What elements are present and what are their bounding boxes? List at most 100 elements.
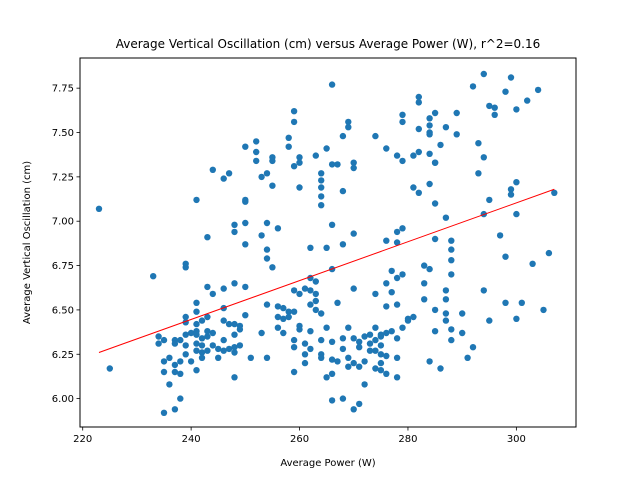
data-point xyxy=(258,173,265,181)
data-point xyxy=(393,239,401,246)
data-point xyxy=(372,324,379,331)
data-point xyxy=(345,363,352,370)
data-point xyxy=(253,157,260,165)
data-point xyxy=(448,271,455,278)
data-point xyxy=(426,265,433,273)
data-point xyxy=(171,406,179,413)
data-point xyxy=(442,287,450,294)
data-point xyxy=(193,340,200,347)
data-point xyxy=(225,170,233,177)
data-point xyxy=(334,358,341,365)
data-point xyxy=(328,370,336,377)
data-point xyxy=(150,273,157,280)
data-point xyxy=(155,340,162,347)
data-point xyxy=(388,289,395,296)
data-point xyxy=(410,152,417,159)
data-point xyxy=(231,280,238,287)
data-point xyxy=(236,326,244,333)
data-point xyxy=(496,232,504,239)
data-point xyxy=(513,106,520,113)
data-point xyxy=(318,354,325,361)
data-point xyxy=(480,154,487,161)
data-point xyxy=(437,365,444,372)
data-point xyxy=(356,338,363,345)
data-point xyxy=(198,342,206,349)
data-point xyxy=(372,347,379,354)
data-point xyxy=(318,336,325,344)
data-point xyxy=(350,406,357,413)
y-axis-label: Average Vertical Oscillation (cm) xyxy=(22,161,33,324)
data-point xyxy=(350,230,357,237)
data-point xyxy=(182,313,189,321)
data-point xyxy=(318,193,325,200)
data-point xyxy=(383,352,390,360)
data-point xyxy=(486,102,493,110)
data-point xyxy=(193,320,200,328)
y-tick-label: 6.00 xyxy=(52,394,74,405)
data-point xyxy=(204,328,211,335)
data-point xyxy=(269,182,276,189)
data-point xyxy=(280,329,287,337)
data-point xyxy=(301,340,309,347)
data-point xyxy=(350,335,357,342)
data-point xyxy=(198,349,206,356)
data-point xyxy=(236,342,244,349)
data-point xyxy=(475,170,482,177)
x-tick-label: 220 xyxy=(73,434,92,445)
data-point xyxy=(350,159,357,166)
data-point xyxy=(160,336,168,344)
data-point xyxy=(242,143,249,150)
data-point xyxy=(182,264,189,271)
x-tick-label: 260 xyxy=(290,434,309,445)
data-point xyxy=(296,290,303,298)
data-point xyxy=(177,336,184,344)
data-point xyxy=(383,145,390,152)
data-point xyxy=(323,374,330,381)
data-point xyxy=(269,264,276,271)
y-tick-label: 7.75 xyxy=(52,84,74,95)
data-point xyxy=(318,184,325,191)
data-point xyxy=(274,303,282,310)
data-point xyxy=(215,345,222,353)
data-point xyxy=(198,317,206,324)
data-point xyxy=(285,143,292,150)
data-point xyxy=(323,244,330,251)
data-point xyxy=(393,335,401,342)
y-tick-label: 6.75 xyxy=(52,261,74,272)
data-point xyxy=(296,184,303,191)
data-point xyxy=(339,132,347,140)
data-point xyxy=(339,395,347,402)
data-point xyxy=(410,313,417,321)
data-point xyxy=(507,186,515,193)
data-point xyxy=(285,313,292,321)
data-point xyxy=(220,285,227,292)
data-point xyxy=(361,333,368,340)
data-point xyxy=(431,109,439,117)
data-point xyxy=(442,317,450,324)
data-point xyxy=(356,363,363,370)
data-point xyxy=(209,342,216,349)
data-point xyxy=(231,331,238,338)
y-tick-label: 6.50 xyxy=(52,305,74,316)
y-tick-label: 7.00 xyxy=(52,217,74,228)
data-point xyxy=(171,368,179,376)
data-point xyxy=(263,255,271,262)
data-point xyxy=(274,225,282,232)
data-point xyxy=(269,154,276,161)
data-point xyxy=(242,219,249,227)
data-point xyxy=(345,124,352,131)
data-point xyxy=(242,241,249,248)
data-point xyxy=(426,358,433,365)
data-point xyxy=(209,166,216,173)
x-tick-label: 280 xyxy=(398,434,417,445)
data-point xyxy=(204,283,211,291)
data-point xyxy=(415,148,422,156)
data-point xyxy=(431,235,439,243)
data-point xyxy=(339,241,347,248)
data-point xyxy=(431,328,439,335)
data-point xyxy=(318,310,325,317)
data-point xyxy=(334,299,341,306)
data-point xyxy=(177,370,184,377)
data-point xyxy=(393,374,401,381)
